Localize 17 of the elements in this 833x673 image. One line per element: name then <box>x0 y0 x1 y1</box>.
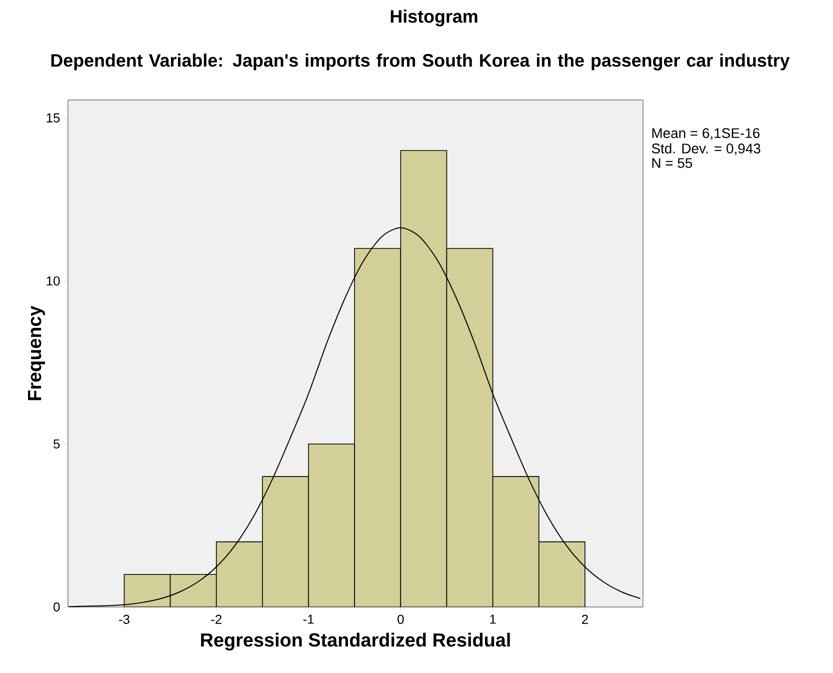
x-tick-label: -1 <box>303 614 314 624</box>
text: Std. Dev. = 0,943 <box>652 143 760 156</box>
x-tick-label: 0 <box>398 614 404 624</box>
text: Mean = 6,1SE-16 <box>652 128 760 140</box>
text: N = 55 <box>652 158 692 168</box>
x-axis-title: Regression Standardized Residual <box>201 632 510 651</box>
x-tick-label: -2 <box>211 614 222 624</box>
y-tick-label: 5 <box>54 439 60 448</box>
y-axis-title: Frequency <box>28 306 45 400</box>
chart-title: Histogram <box>390 10 478 26</box>
chart-subtitle: Dependent Variable: Japan's imports from South Korea in the passenger car industry <box>51 54 790 70</box>
y-tick-label: 10 <box>46 276 60 286</box>
y-tick-label: 0 <box>54 602 60 612</box>
y-tick-label: 15 <box>46 113 60 122</box>
x-tick-label: 2 <box>582 614 588 624</box>
x-tick-label: 1 <box>490 614 496 624</box>
x-tick-label: -3 <box>119 614 130 624</box>
